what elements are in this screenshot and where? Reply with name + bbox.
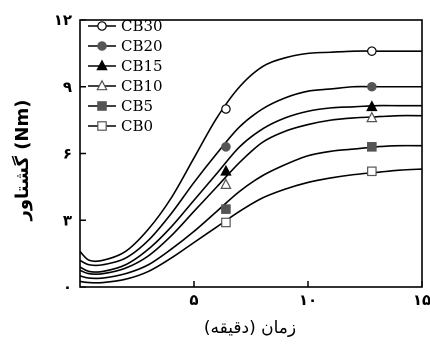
series-line-cb5: [79, 144, 423, 280]
y-tick-label: ۳: [63, 211, 72, 229]
x-tick-label: ۱۰: [299, 291, 317, 309]
legend-marker-cb10: [96, 79, 108, 91]
y-tick-label: ۶: [63, 145, 72, 163]
axis-tick-labels: ۵ ۱۰ ۱۵ ۰ ۳ ۶ ۹ ۱۲: [54, 11, 430, 309]
axis-ticks: [80, 19, 423, 288]
plot-markers: [220, 46, 378, 228]
legend-marker-cb0: [97, 121, 107, 131]
data-point-cb15: [366, 100, 378, 112]
data-point-cb20: [221, 142, 231, 152]
data-point-cb30: [367, 46, 377, 56]
data-point-cb5: [367, 142, 377, 152]
legend-label-cb30: CB30: [121, 17, 163, 35]
data-point-cb10: [366, 111, 378, 123]
x-tick-label: ۵: [189, 291, 198, 309]
series-line-cb30: [79, 50, 423, 263]
series-line-cb0: [79, 168, 423, 284]
x-tick-label: ۱۵: [413, 291, 430, 309]
data-point-cb20: [367, 81, 377, 92]
data-point-cb10: [220, 178, 232, 189]
data-point-cb15: [220, 164, 232, 176]
legend-marker-cb20: [97, 41, 107, 51]
plot-lines: [79, 50, 423, 284]
data-point-cb0: [367, 166, 377, 177]
legend-label-cb20: CB20: [121, 37, 163, 55]
legend-marker-cb30: [97, 21, 107, 31]
series-line-cb20: [79, 85, 422, 267]
legend-label-cb5: CB5: [121, 97, 153, 115]
legend-label-cb10: CB10: [121, 77, 163, 95]
legend-marker-cb15: [96, 59, 108, 71]
legend-label-cb0: CB0: [121, 117, 153, 135]
legend-marker-cb5: [97, 101, 107, 111]
series-line-cb15: [79, 104, 422, 273]
y-tick-label: ۱۲: [54, 11, 72, 29]
data-point-cb0: [221, 217, 231, 228]
y-tick-label: ۰: [63, 278, 72, 296]
y-tick-label: ۹: [63, 78, 72, 96]
x-axis-label: زمان (دقیقه): [204, 318, 296, 338]
y-axis-label: (Nm) گشتاور: [11, 100, 33, 222]
series-line-cb10: [79, 114, 423, 276]
data-point-cb5: [221, 204, 231, 214]
data-point-cb30: [221, 104, 231, 114]
legend-label-cb15: CB15: [121, 57, 163, 75]
legend: CB30 CB20 CB15 CB10 CB5 CB0: [88, 17, 163, 135]
